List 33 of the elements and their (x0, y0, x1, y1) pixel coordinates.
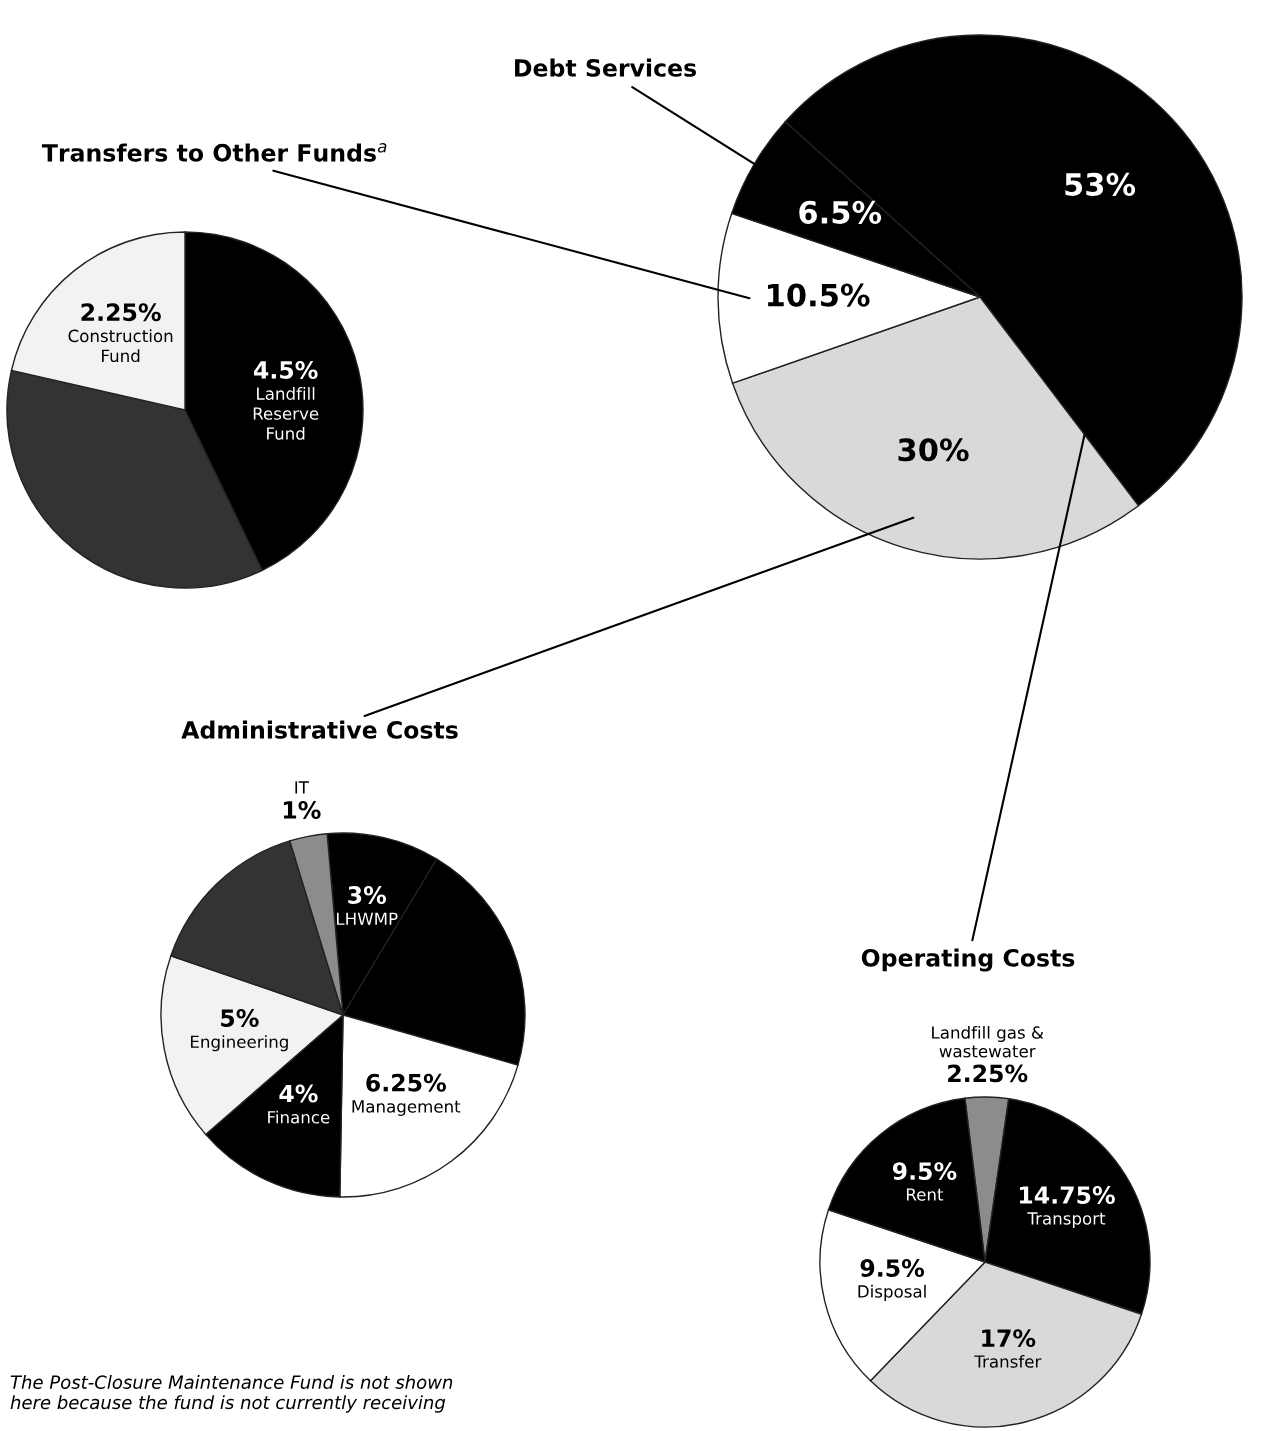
data-label: 6.5% (799, 200, 882, 224)
slice-label: Debt Services (515, 58, 696, 77)
slice-label: Finance (268, 1110, 330, 1124)
data-label: 30% (898, 438, 969, 462)
slice-label: Administrative Costs (181, 720, 458, 739)
slice-label: IT (295, 781, 309, 794)
data-label: 1% (283, 801, 321, 819)
slice-label: Transfers to Other Funds$^{a}$ (41, 143, 387, 162)
slice-label: Engineering (191, 1035, 288, 1052)
data-label: 17% (982, 1329, 1036, 1348)
slice-label: LHWMP (337, 912, 398, 925)
data-label: 14.75% (1019, 1186, 1115, 1204)
slice-label: Operating Costs (861, 948, 1075, 972)
data-label: 53% (1065, 172, 1136, 196)
data-label: 9.5% (892, 1162, 957, 1181)
data-label: 2.25% (948, 1064, 1028, 1083)
slice-label: Management (352, 1100, 461, 1116)
data-label: 6.25% (366, 1073, 446, 1092)
data-label: 2.25% (81, 303, 161, 322)
data-label: 10.5% (768, 283, 870, 307)
slice-label: Construction Fund (68, 329, 173, 363)
slice-label: Landfill Reserve Fund (253, 387, 319, 440)
slice-label: Rent (906, 1188, 944, 1201)
data-label: 4.5% (253, 361, 318, 379)
data-label: 4% (279, 1084, 318, 1103)
text: The Post-Closure Maintenance Fund is not shown here because the fund is not currently receiving (10, 1375, 453, 1413)
data-label: 3% (348, 886, 387, 904)
slice-label: Disposal (858, 1284, 926, 1301)
data-label: 9.5% (860, 1259, 925, 1277)
slice-label: Transfer (974, 1354, 1042, 1368)
slice-label: Transport (1027, 1212, 1106, 1228)
data-label: 5% (221, 1009, 259, 1027)
slice-label: Landfill gas & wastewater (932, 1025, 1044, 1058)
